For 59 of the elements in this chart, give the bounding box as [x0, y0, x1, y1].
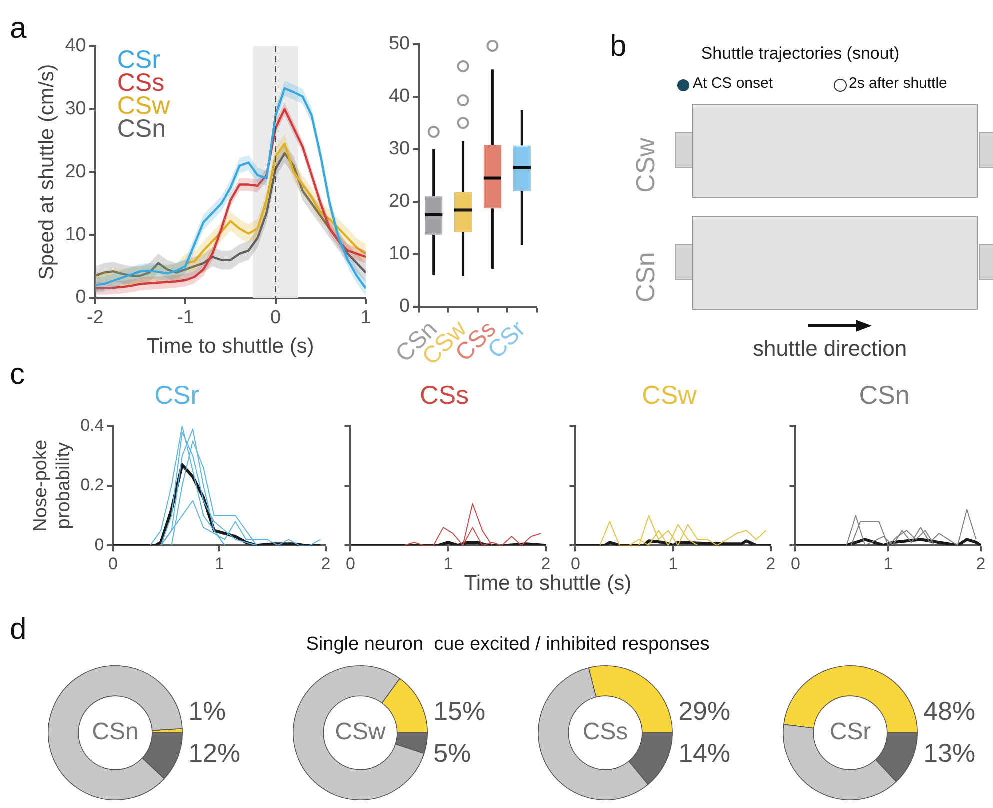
text: b	[610, 30, 627, 64]
text: CSr	[830, 718, 872, 746]
text: a	[10, 12, 27, 46]
chart-title: CSw	[642, 380, 698, 410]
data-label: 48%	[924, 696, 976, 726]
x-axis-title: Time to shuttle (s)	[147, 335, 314, 358]
x-tick-label: 1	[444, 554, 454, 574]
text: Shuttle trajectories (snout)	[701, 44, 900, 63]
x-tick-label: 2	[976, 554, 986, 574]
y-tick-label: 40	[388, 86, 410, 108]
x-tick-label: 0	[270, 308, 282, 329]
text: c	[10, 358, 25, 392]
text: d	[10, 613, 27, 647]
x-tick-label: 1	[214, 554, 224, 574]
x-tick-label: -2	[86, 308, 104, 329]
text: CSs	[582, 718, 628, 746]
x-tick-label: 0	[790, 554, 800, 574]
y-tick-label: 0	[94, 535, 104, 554]
x-tick-label: 2	[321, 554, 331, 574]
data-label: 13%	[924, 738, 976, 768]
y-tick-label: 30	[65, 98, 86, 120]
x-tick-label: 1	[668, 554, 678, 574]
y-axis-title: Speed at shuttle (cm/s)	[35, 64, 58, 280]
y-tick-label: 30	[388, 138, 410, 160]
x-tick-label: 2	[766, 554, 776, 574]
x-axis-title: Time to shuttle (s)	[463, 572, 633, 596]
text: At CS onset	[693, 75, 774, 92]
x-tick-label: 0	[108, 554, 118, 574]
data-label: 12%	[188, 738, 241, 768]
x-tick-label: 2	[541, 554, 551, 574]
data-label: 14%	[678, 738, 731, 768]
x-tick-label: 0	[570, 554, 580, 574]
data-label: 29%	[678, 696, 731, 726]
y-tick-label: 10	[65, 224, 86, 246]
chart-title: CSr	[154, 380, 200, 410]
data-label: 5%	[434, 738, 472, 768]
y-axis-title: Nose-poke probability	[30, 440, 74, 532]
text: Single neuron cue excited / inhibited responses	[305, 634, 711, 656]
y-tick-label: 40	[65, 36, 86, 57]
data-label: 15%	[434, 696, 486, 726]
text: 2s after shuttle	[849, 75, 948, 92]
text: CSw	[335, 718, 387, 746]
text: CSw	[630, 137, 662, 195]
text: CSn	[92, 718, 139, 746]
y-tick-label: 0.4	[80, 416, 104, 435]
chart-title: CSn	[859, 380, 910, 410]
x-tick-label: 0	[346, 554, 356, 574]
chart-title: CSs	[420, 380, 470, 410]
x-tick-label: 1	[884, 554, 894, 574]
y-tick-label: 0	[76, 287, 86, 308]
y-tick-label: 20	[388, 191, 410, 212]
text: shuttle direction	[753, 336, 908, 362]
x-tick-label: -1	[177, 308, 194, 329]
data-label: 1%	[188, 696, 226, 726]
y-tick-label: 10	[388, 244, 410, 265]
y-tick-label: 0.2	[80, 476, 104, 495]
y-tick-label: 20	[65, 161, 86, 182]
y-tick-label: 50	[388, 34, 410, 55]
x-tick-label: 1	[360, 308, 372, 329]
